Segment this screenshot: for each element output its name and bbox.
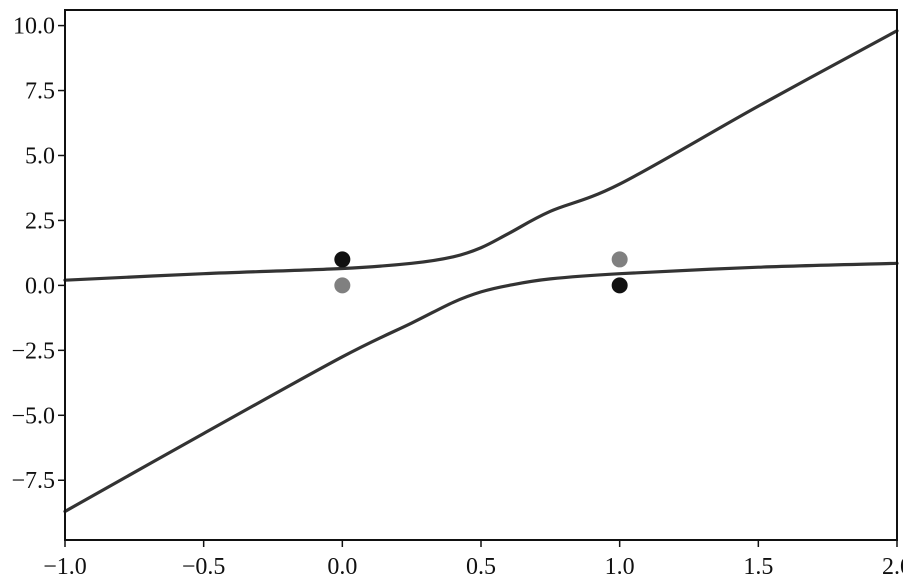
y-tick-label: 10.0 bbox=[13, 14, 55, 40]
x-tick-label: 0.0 bbox=[327, 554, 357, 580]
y-tick-label: 0.0 bbox=[25, 273, 55, 299]
y-tick-label: 7.5 bbox=[25, 79, 55, 105]
x-tick-label: 1.5 bbox=[743, 554, 773, 580]
series-line-2 bbox=[63, 261, 899, 514]
x-tick-label: 0.5 bbox=[466, 554, 496, 580]
series-line-1 bbox=[63, 29, 899, 282]
x-axis-ticks: −1.0 −0.5 0.0 0.5 1.0 1.5 2.0 bbox=[43, 540, 903, 580]
y-tick-label: −2.5 bbox=[11, 338, 55, 364]
y-tick-label: 2.5 bbox=[25, 208, 55, 234]
x-tick-label: −1.0 bbox=[43, 554, 87, 580]
x-tick-label: 2.0 bbox=[882, 554, 903, 580]
x-tick-label: −0.5 bbox=[182, 554, 226, 580]
scatter-point bbox=[334, 251, 351, 268]
series-layer bbox=[63, 29, 899, 514]
y-tick-label: 5.0 bbox=[25, 143, 55, 169]
scatter-point bbox=[611, 251, 628, 268]
y-axis-ticks: 10.0 7.5 5.0 2.5 0.0 −2.5 −5.0 −7.5 bbox=[11, 14, 65, 494]
x-tick-label: 1.0 bbox=[605, 554, 635, 580]
scatter-point bbox=[611, 277, 628, 294]
y-tick-label: −7.5 bbox=[11, 468, 55, 494]
scatter-point bbox=[334, 277, 351, 294]
plot-frame bbox=[64, 9, 898, 541]
y-tick-label: −5.0 bbox=[11, 403, 55, 429]
